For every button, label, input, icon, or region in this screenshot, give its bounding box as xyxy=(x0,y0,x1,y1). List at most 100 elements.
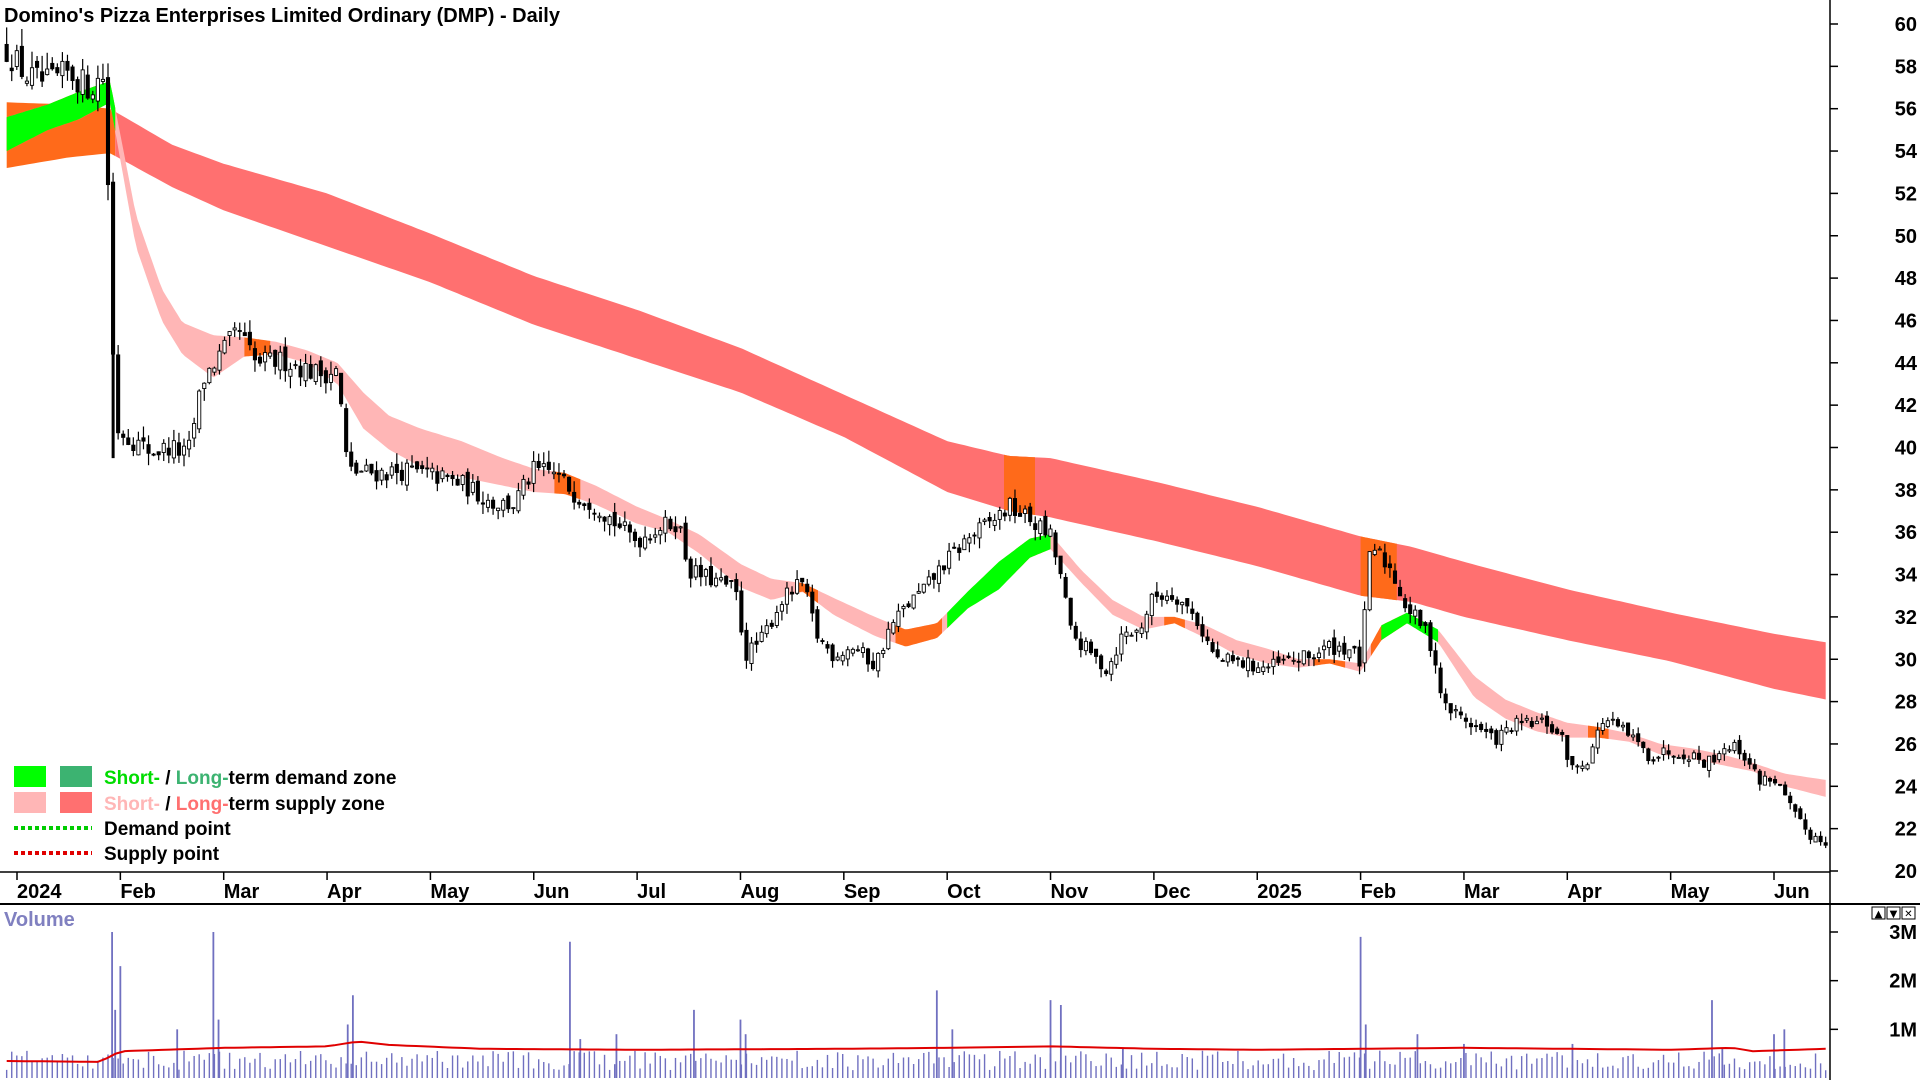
candle-body xyxy=(1164,595,1170,601)
price-candle xyxy=(1615,717,1620,728)
legend-swatch-long-demand xyxy=(60,766,92,787)
panel-button[interactable] xyxy=(1886,906,1901,920)
price-candle xyxy=(1474,719,1479,733)
price-candle xyxy=(14,44,19,70)
candle-body xyxy=(1626,722,1631,736)
panel-button[interactable] xyxy=(1871,906,1886,920)
price-candle xyxy=(607,514,612,536)
volume-tick-label: 2M xyxy=(1889,971,1917,993)
candle-body xyxy=(1256,667,1261,673)
candle-body xyxy=(470,481,475,493)
price-candle xyxy=(1261,660,1266,675)
candle-body xyxy=(339,372,344,405)
price-candle xyxy=(171,429,176,464)
candle-body xyxy=(992,519,997,526)
candle-body xyxy=(936,565,942,584)
price-candle xyxy=(318,356,323,387)
candle-body xyxy=(1048,528,1053,537)
candle-body xyxy=(1377,548,1382,551)
price-candle xyxy=(1017,505,1023,517)
panel-button-glyph: ✕ xyxy=(1904,909,1912,920)
price-candle xyxy=(886,621,891,651)
price-candle xyxy=(55,63,60,76)
candle-body xyxy=(1007,497,1012,516)
candle-body xyxy=(891,621,896,634)
candle-body xyxy=(1428,622,1433,651)
price-candle xyxy=(1656,755,1661,762)
price-candle xyxy=(202,382,207,401)
price-candle xyxy=(1271,651,1276,675)
candle-body xyxy=(800,577,805,583)
y-tick-label: 20 xyxy=(1895,861,1917,883)
price-candle xyxy=(1742,749,1747,767)
price-candle xyxy=(1311,653,1316,667)
price-candle xyxy=(1489,725,1494,740)
price-candle xyxy=(491,496,496,515)
candle-body xyxy=(1322,645,1327,651)
price-candle xyxy=(637,536,643,557)
candle-body xyxy=(171,440,176,459)
price-candle xyxy=(1631,729,1636,741)
price-candle xyxy=(1468,717,1474,735)
price-candle xyxy=(840,651,845,666)
price-candle xyxy=(1681,749,1686,765)
panel-buttons: ▲ ▼ ✕ xyxy=(1871,906,1916,920)
price-candle xyxy=(1007,496,1012,522)
price-candle xyxy=(222,336,227,355)
price-candle xyxy=(810,584,815,622)
price-candle xyxy=(1099,653,1104,678)
price-candle xyxy=(1555,726,1560,735)
price-candle xyxy=(379,467,384,486)
price-candle xyxy=(1291,651,1296,665)
price-candle xyxy=(774,605,779,629)
legend-supply-point: Supply point xyxy=(104,844,220,865)
price-candle xyxy=(1484,722,1489,739)
candle-body xyxy=(1352,645,1357,649)
candle-body xyxy=(673,526,678,533)
candle-body xyxy=(617,523,622,528)
price-candle xyxy=(359,470,364,473)
candle-body xyxy=(156,451,161,456)
panel-button[interactable] xyxy=(1901,906,1916,920)
price-candle xyxy=(252,341,257,372)
price-candle xyxy=(1686,755,1691,768)
price-candle xyxy=(724,575,729,587)
price-candle xyxy=(399,461,404,486)
candle-body xyxy=(1651,759,1656,762)
candle-body xyxy=(1747,758,1752,765)
candle-body xyxy=(708,565,714,586)
price-candle xyxy=(394,453,399,485)
candle-body xyxy=(242,332,247,337)
price-candle xyxy=(997,506,1002,530)
price-candle xyxy=(1524,714,1529,724)
candle-body xyxy=(1772,779,1778,784)
candle-body xyxy=(1803,819,1808,830)
price-candle xyxy=(941,565,947,575)
price-candle xyxy=(683,516,688,562)
candle-body xyxy=(678,526,683,529)
price-candle xyxy=(693,558,698,581)
price-candle xyxy=(521,474,526,500)
candle-body xyxy=(1762,775,1767,786)
candle-body xyxy=(825,644,830,649)
candle-body xyxy=(637,537,643,548)
candle-body xyxy=(85,74,90,99)
candle-body xyxy=(435,471,440,484)
candle-body xyxy=(1149,593,1154,617)
price-candle xyxy=(100,63,105,85)
price-candle xyxy=(1327,639,1332,656)
x-tick-label: Feb xyxy=(1361,881,1397,903)
price-candle xyxy=(551,462,556,480)
candle-body xyxy=(217,350,222,371)
price-candle xyxy=(617,517,622,530)
candle-body xyxy=(1448,703,1453,714)
price-candle xyxy=(1377,546,1382,551)
candle-body xyxy=(328,373,333,383)
price-candle xyxy=(1560,729,1565,742)
x-tick-label: Mar xyxy=(224,881,260,903)
legend-swatch-short-supply xyxy=(14,792,46,813)
price-candle xyxy=(881,647,886,658)
price-candle xyxy=(1818,831,1823,846)
candle-body xyxy=(1063,576,1068,598)
candle-body xyxy=(29,67,35,86)
